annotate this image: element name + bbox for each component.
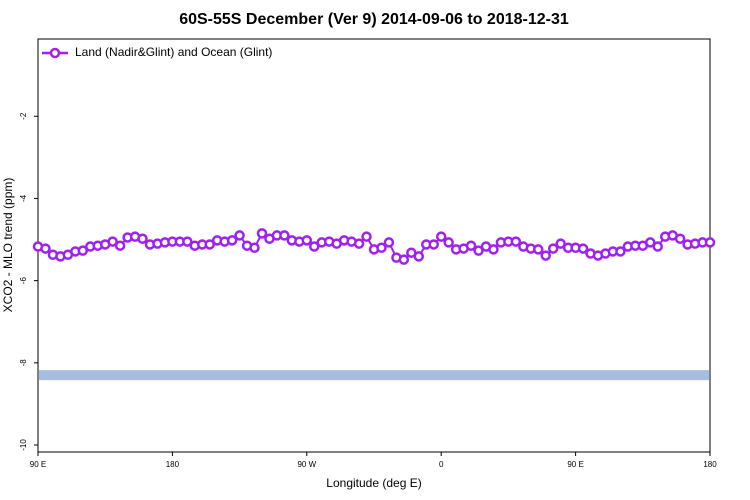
marker (182, 236, 193, 247)
x-axis-label: Longitude (deg E) (326, 476, 421, 490)
marker (704, 237, 716, 248)
marker (256, 228, 268, 239)
marker (279, 230, 290, 241)
marker (376, 242, 387, 254)
marker (428, 239, 439, 250)
marker (353, 238, 365, 249)
marker (645, 237, 656, 248)
x-tick-label: 90 E (30, 460, 46, 469)
y-axis-label: XCO2 - MLO trend (ppm) (1, 178, 15, 313)
marker (413, 251, 425, 262)
marker (488, 244, 499, 255)
marker (309, 241, 320, 252)
legend-label: Land (Nadir&Glint) and Ocean (Glint) (75, 45, 272, 59)
marker (249, 242, 260, 254)
marker (652, 241, 663, 252)
marker (77, 245, 89, 256)
y-tick-label: -4 (19, 194, 28, 202)
y-tick-label: -8 (19, 359, 28, 367)
chart-title: 60S-55S December (Ver 9) 2014-09-06 to 2… (179, 11, 569, 28)
marker (443, 237, 454, 248)
marker (137, 233, 148, 244)
y-tick-label: -6 (19, 277, 28, 285)
legend-marker (49, 47, 61, 59)
marker (226, 235, 238, 246)
marker (234, 230, 245, 241)
x-tick-label: 180 (166, 460, 180, 469)
marker (107, 236, 118, 247)
marker (435, 231, 447, 242)
marker (465, 240, 477, 251)
x-tick-label: 90 E (567, 460, 583, 469)
marker (473, 245, 484, 256)
marker (540, 250, 551, 261)
marker (204, 239, 215, 250)
band (39, 370, 709, 381)
marker (577, 243, 589, 254)
marker (510, 236, 522, 247)
marker (547, 243, 559, 254)
marker (40, 243, 51, 254)
x-tick-label: 180 (703, 460, 717, 469)
marker (398, 254, 410, 265)
marker (301, 235, 313, 246)
marker (361, 231, 372, 242)
x-tick-label: 90 W (297, 460, 316, 469)
marker (383, 237, 395, 248)
marker (555, 238, 566, 249)
marker (533, 244, 544, 255)
x-tick-label: 0 (439, 460, 444, 469)
y-tick-label: -2 (19, 112, 28, 120)
marker (615, 246, 626, 257)
marker (674, 233, 686, 244)
marker (114, 240, 126, 251)
y-tick-label: -10 (19, 439, 28, 451)
